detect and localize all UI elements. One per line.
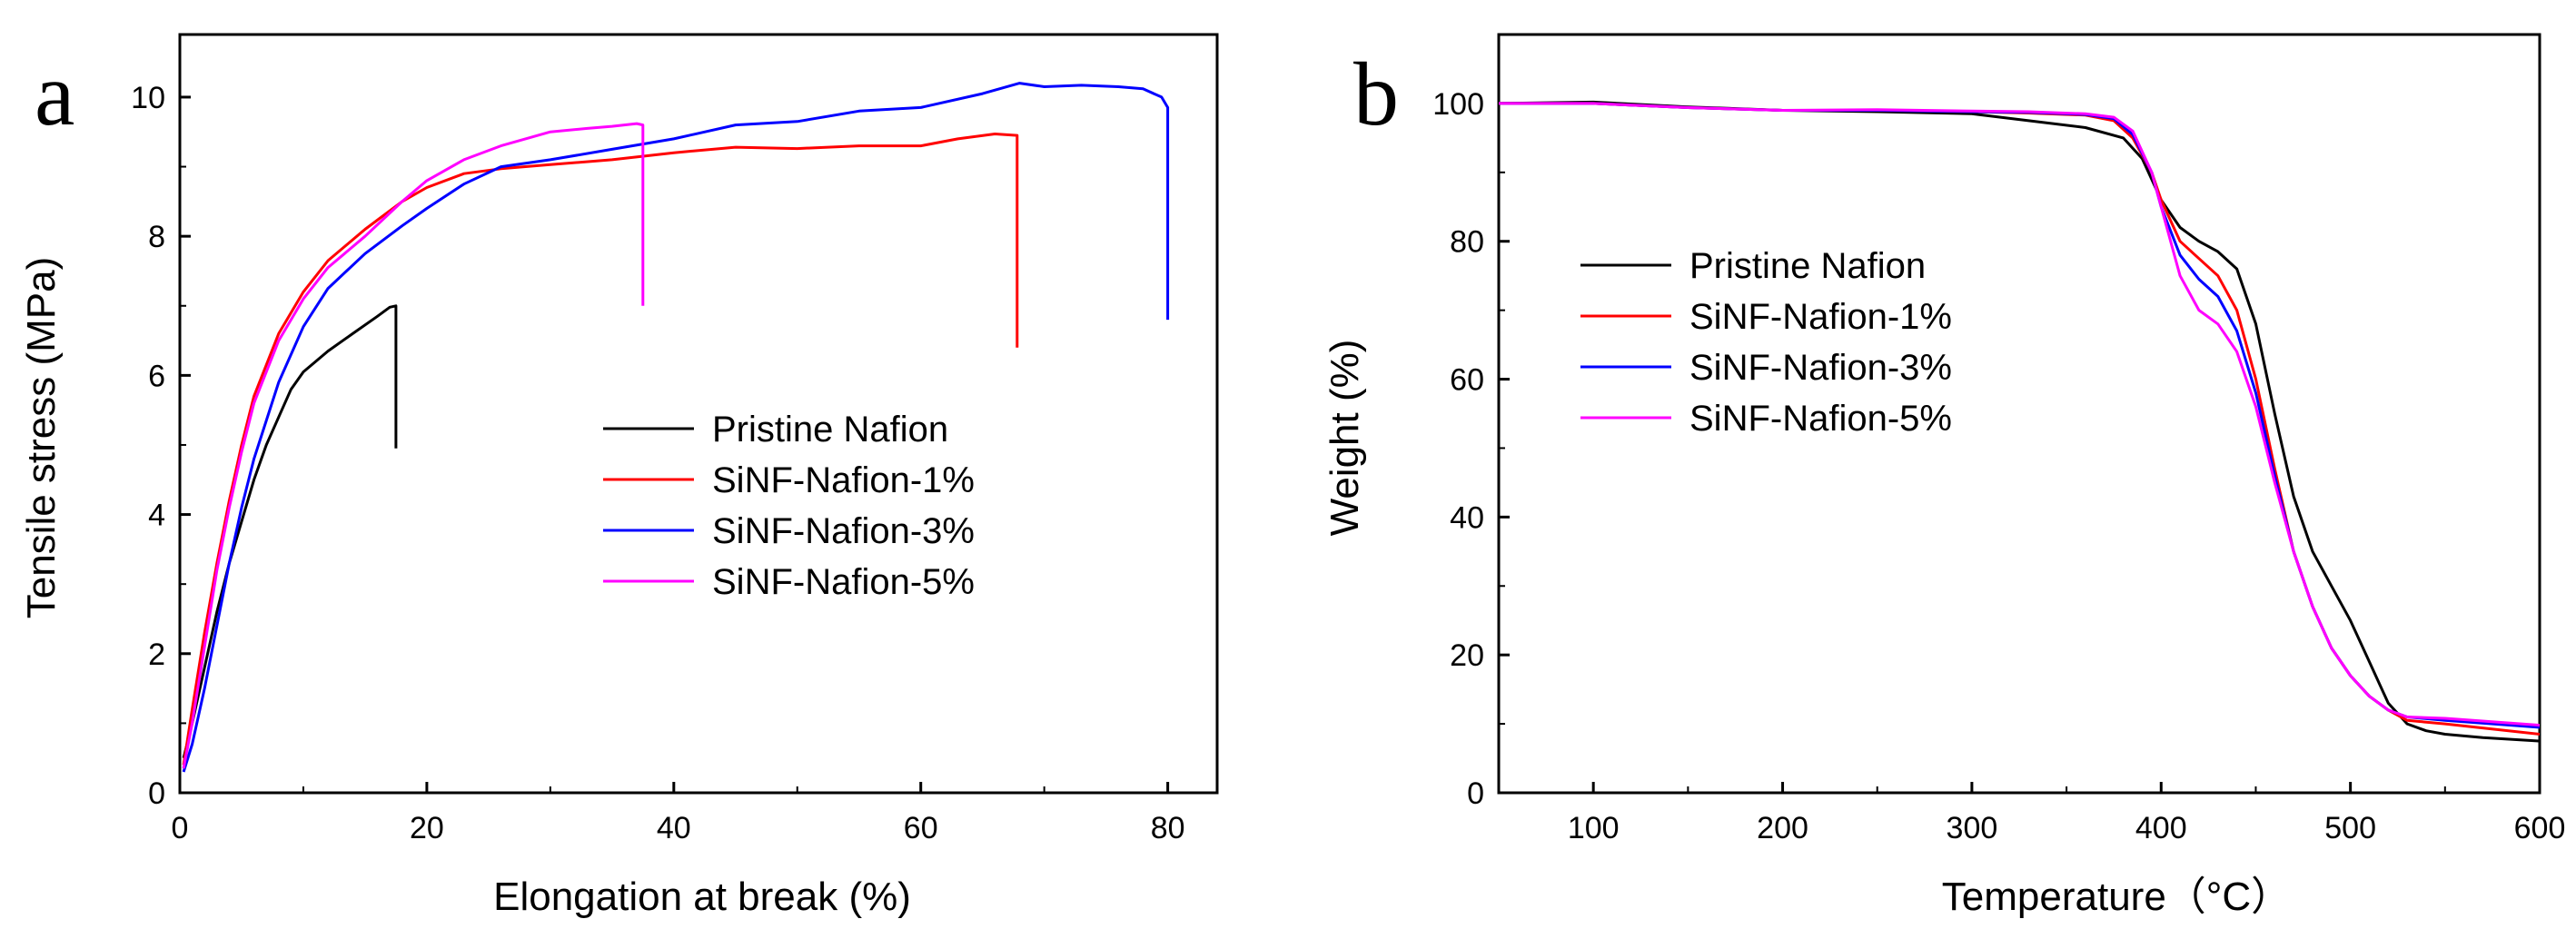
chart-a-x-tick-label: 0 <box>172 811 189 845</box>
chart-a-y-tick-label: 8 <box>148 220 165 254</box>
chart-a-y-tick-label: 10 <box>131 81 165 115</box>
chart-b-legend-label-1: Pristine Nafion <box>1689 246 1926 286</box>
chart-a-y-axis-label: Tensile stress (MPa) <box>19 257 64 619</box>
chart-b-x-axis-label: Temperature（°C） <box>1942 875 2291 919</box>
chart-a-series-line-2 <box>182 133 1019 766</box>
panel-label-a: a <box>35 44 74 144</box>
chart-a-legend-label-3: SiNF-Nafion-3% <box>712 511 975 551</box>
chart-a-legend-label-2: SiNF-Nafion-1% <box>712 460 975 500</box>
chart-b-series-line-4 <box>1499 102 2541 727</box>
chart-b-x-tick-label: 500 <box>2324 811 2376 845</box>
chart-b-legend: Pristine Nafion SiNF-Nafion-1% SiNF-Nafion… <box>1580 246 1952 439</box>
chart-b-plot-frame <box>1497 33 2541 795</box>
chart-a-y-tick-label: 0 <box>148 776 165 811</box>
chart-a-x-tick-label: 80 <box>1151 811 1185 845</box>
chart-b-y-axis-label: Weight (%) <box>1323 340 1367 537</box>
chart-a-legend-label-1: Pristine Nafion <box>712 410 948 450</box>
chart-a-ticks: 0 20 40 60 80 0 2 4 6 8 10 <box>131 33 1219 845</box>
chart-b-legend-label-3: SiNF-Nafion-3% <box>1689 348 1952 388</box>
chart-b-series <box>1498 100 2541 743</box>
chart-a-legend: Pristine Nafion SiNF-Nafion-1% SiNF-Nafion… <box>603 410 975 602</box>
chart-b: b 100 200 300 400 500 600 0 20 40 60 80 100 Pristin… <box>1323 33 2566 919</box>
chart-a-y-tick-label: 2 <box>148 637 165 672</box>
chart-b-x-tick-label: 300 <box>1947 811 1998 845</box>
chart-b-y-tick-label: 100 <box>1432 87 1484 122</box>
chart-b-x-tick-label: 100 <box>1568 811 1620 845</box>
chart-b-y-tick-label: 80 <box>1450 225 1484 260</box>
chart-a-x-tick-label: 60 <box>904 811 938 845</box>
chart-a-series-line-4 <box>182 122 645 769</box>
chart-a-legend-label-4: SiNF-Nafion-5% <box>712 562 975 602</box>
chart-a-series-line-3 <box>182 82 1170 773</box>
chart-a-y-tick-label: 4 <box>148 499 165 533</box>
chart-a-x-tick-label: 20 <box>410 811 444 845</box>
chart-b-y-tick-label: 60 <box>1450 363 1484 398</box>
chart-a-x-tick-label: 40 <box>657 811 691 845</box>
chart-a-series <box>182 82 1170 773</box>
chart-a-plot-frame <box>178 33 1219 795</box>
chart-a-series-line-1 <box>182 304 398 759</box>
chart-a-y-tick-label: 6 <box>148 359 165 393</box>
chart-a: a 0 20 40 60 80 0 2 4 6 8 10 Pristine Nafion SiNF-N… <box>19 33 1219 919</box>
panel-label-b: b <box>1353 44 1399 144</box>
chart-b-x-tick-label: 200 <box>1757 811 1808 845</box>
chart-b-ticks: 100 200 300 400 500 600 0 20 40 60 80 100 <box>1432 33 2566 845</box>
chart-b-y-tick-label: 0 <box>1467 776 1484 811</box>
chart-b-x-tick-label: 600 <box>2514 811 2566 845</box>
chart-b-series-line-3 <box>1499 102 2541 729</box>
chart-b-y-tick-label: 20 <box>1450 638 1484 673</box>
chart-b-x-tick-label: 400 <box>2135 811 2187 845</box>
chart-a-x-axis-label: Elongation at break (%) <box>493 875 911 919</box>
chart-b-y-tick-label: 40 <box>1450 500 1484 535</box>
chart-b-legend-label-4: SiNF-Nafion-5% <box>1689 399 1952 439</box>
chart-b-series-line-1 <box>1498 100 2541 743</box>
chart-b-legend-label-2: SiNF-Nafion-1% <box>1689 297 1952 337</box>
